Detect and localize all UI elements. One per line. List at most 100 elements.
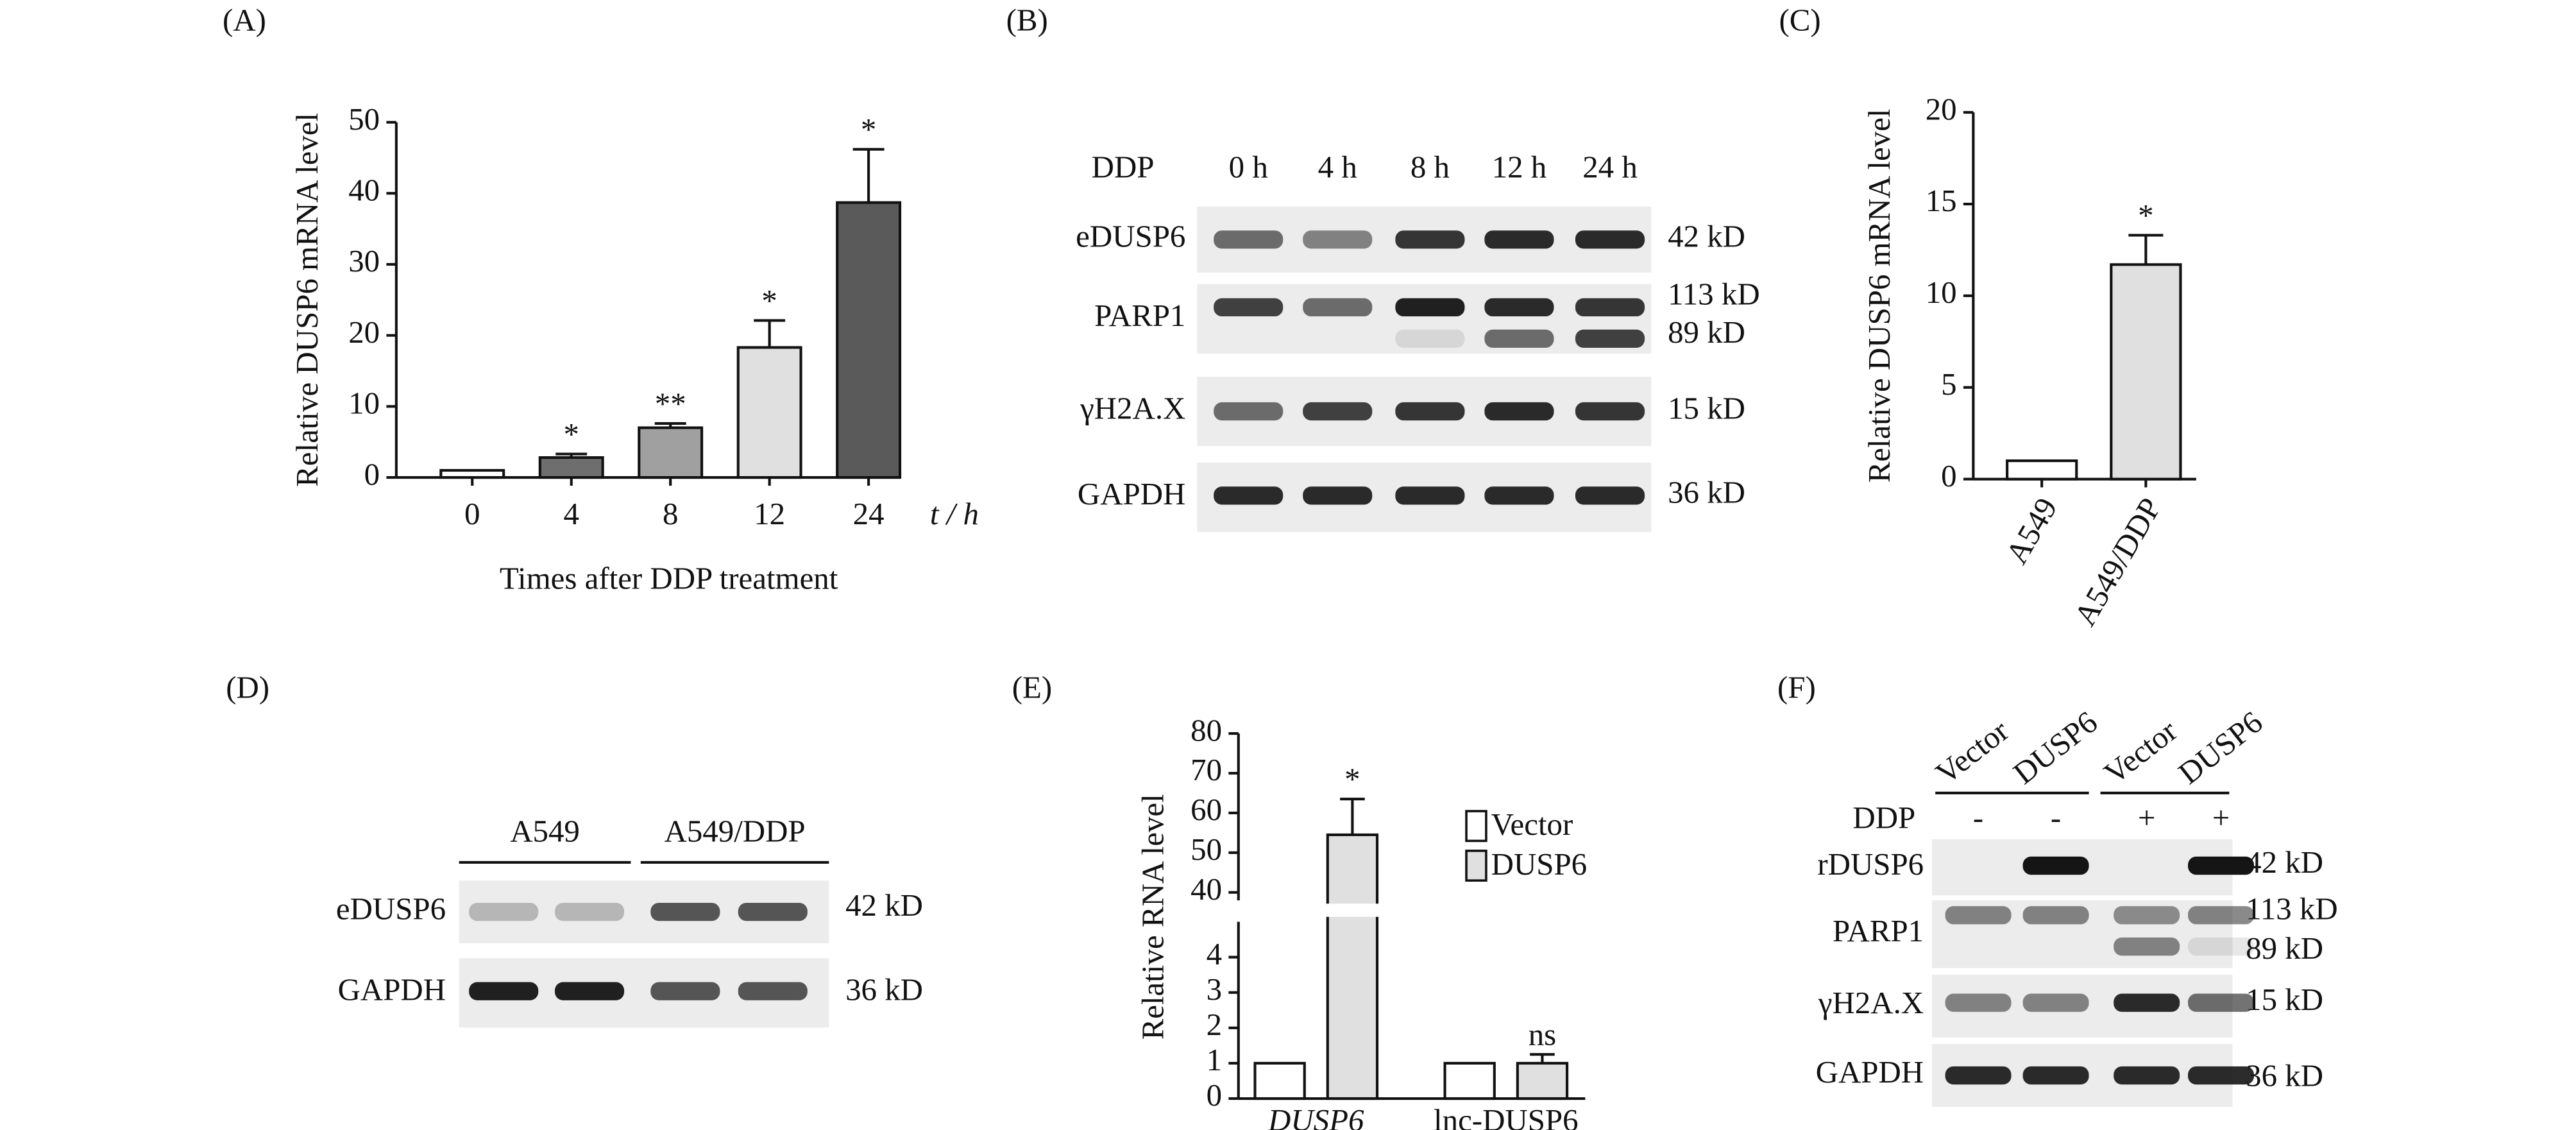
error-bar [2128, 234, 2164, 265]
y-tick-label: 2 [1207, 1007, 1222, 1042]
band [1395, 402, 1465, 421]
band [1484, 329, 1554, 348]
size-label: 113 kD [1668, 277, 1760, 312]
y-axis-label: Relative RNA level [1135, 794, 1170, 1040]
x-tick-label: lnc-DUSP6 [1434, 1102, 1579, 1130]
bar [2110, 263, 2182, 481]
band [1575, 329, 1645, 348]
treatment-state: + [2212, 800, 2230, 835]
band [1484, 230, 1554, 249]
bar [638, 426, 704, 479]
significance-label: * [1344, 762, 1360, 797]
treatment-state: - [2051, 800, 2061, 835]
band [1214, 402, 1284, 421]
band [1395, 486, 1465, 505]
row-label: GAPDH [338, 972, 446, 1007]
lane-label: Vector [2097, 713, 2183, 791]
band [1945, 1066, 2012, 1085]
panel-label: (C) [1779, 2, 1820, 37]
band [1214, 230, 1284, 249]
x-tick-label: 4 [564, 496, 579, 531]
blot-strip [1197, 284, 1652, 354]
band [1945, 993, 2012, 1012]
row-label: GAPDH [1078, 476, 1185, 511]
panel-label: (F) [1777, 669, 1816, 705]
y-tick-label: 5 [1941, 366, 1956, 402]
y-tick-label: 50 [1191, 832, 1222, 867]
band [2188, 1066, 2254, 1085]
x-tick-label: 24 [853, 496, 885, 531]
bar [1253, 1061, 1306, 1100]
band [650, 982, 720, 1000]
band [1303, 402, 1373, 421]
size-label: 36 kD [2246, 1057, 2323, 1093]
panel-label: (A) [223, 2, 266, 37]
axis-break [1241, 903, 1589, 917]
band [1214, 298, 1284, 317]
lane-label: 8 h [1411, 149, 1450, 184]
error-bar [1340, 798, 1365, 835]
y-tick-label: 4 [1207, 936, 1222, 972]
lane-label: DUSP6 [2172, 704, 2269, 791]
size-label: 113 kD [2246, 891, 2338, 926]
band [650, 902, 720, 921]
lane-label: DUSP6 [2006, 704, 2104, 791]
size-label: 89 kD [1668, 314, 1745, 350]
y-tick-label: 3 [1207, 972, 1222, 1007]
y-tick-label: 60 [1191, 792, 1222, 827]
y-tick-label: 15 [1926, 183, 1957, 218]
band [1214, 486, 1284, 505]
y-tick-label: 20 [348, 314, 380, 350]
size-label: 42 kD [1668, 219, 1745, 254]
x-tick-label: 12 [754, 496, 785, 531]
band [1395, 329, 1465, 348]
size-label: 15 kD [1668, 390, 1745, 425]
band [1303, 230, 1373, 249]
band [2022, 993, 2089, 1012]
band [2188, 856, 2254, 875]
row-label: GAPDH [1816, 1054, 1924, 1090]
y-tick-label: 10 [348, 386, 380, 421]
band [2188, 937, 2254, 956]
bar [439, 468, 505, 479]
x-tick-label: A549 [1999, 492, 2064, 570]
group-label: A549/DDP [665, 813, 806, 848]
x-axis-label: Times after DDP treatment [500, 560, 838, 595]
band [2114, 993, 2180, 1012]
y-axis-label: Relative DUSP6 mRNA level [289, 113, 325, 487]
row-label: eDUSP6 [336, 891, 446, 926]
band [2022, 1066, 2089, 1085]
band [1575, 298, 1645, 317]
error-bar [852, 148, 885, 203]
legend-swatch [1465, 850, 1487, 882]
band [2022, 856, 2089, 875]
band [554, 982, 625, 1000]
lane-label: 4 h [1318, 149, 1357, 184]
legend-swatch [1465, 810, 1487, 843]
size-label: 36 kD [1668, 475, 1745, 510]
band [738, 982, 808, 1000]
x-tick-label: A549/DDP [2067, 492, 2168, 631]
y-axis-label: Relative DUSP6 mRNA level [1861, 108, 1897, 483]
band [1395, 298, 1465, 317]
treatment-label: DDP [1092, 149, 1155, 184]
size-label: 89 kD [2246, 930, 2323, 966]
lane-label: 0 h [1229, 149, 1268, 184]
band [1395, 230, 1465, 249]
row-label: eDUSP6 [1076, 219, 1185, 254]
band [1945, 906, 2012, 925]
band [1303, 298, 1373, 317]
y-tick-label: 40 [1191, 871, 1222, 907]
bar [1326, 833, 1379, 1100]
legend-label: DUSP6 [1491, 846, 1587, 882]
error-bar [654, 422, 686, 428]
treatment-label: DDP [1852, 800, 1915, 835]
band [1484, 402, 1554, 421]
treatment-state: + [2138, 800, 2156, 835]
y-tick-label: 10 [1926, 275, 1957, 310]
y-tick-label: 0 [1207, 1077, 1222, 1113]
bar [836, 201, 902, 479]
error-bar [754, 319, 786, 348]
